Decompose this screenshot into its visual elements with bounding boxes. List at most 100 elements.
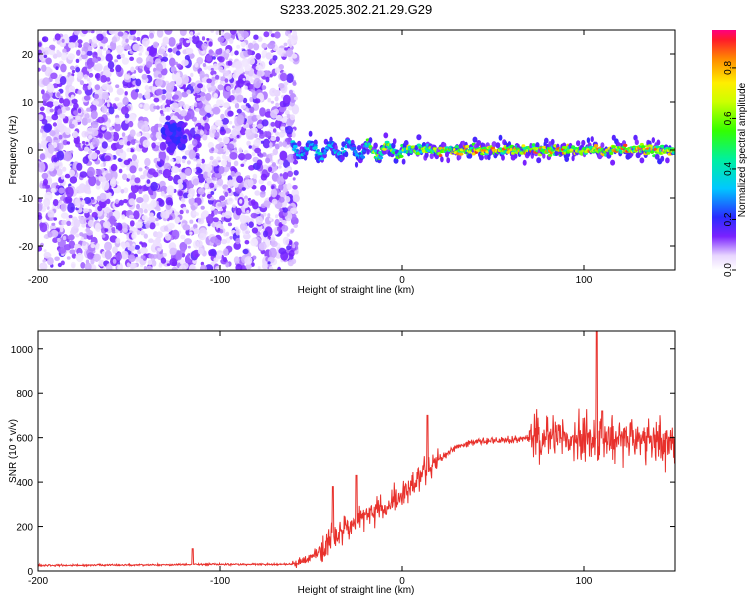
spectrogram-cell	[155, 131, 163, 140]
spectrogram-cell	[81, 117, 89, 126]
spectrogram-cell	[270, 188, 278, 198]
spectrogram-cell	[114, 198, 119, 205]
spectrogram-cell	[40, 128, 44, 133]
spectrogram-cell	[121, 46, 125, 51]
spectrogram-cell	[214, 131, 220, 139]
spectrogram-cell	[96, 33, 104, 41]
spectrogram-cell	[87, 85, 92, 90]
spectrogram-cell	[70, 35, 77, 44]
spectrogram-cell	[117, 224, 123, 231]
spectrogram-cell	[280, 123, 286, 128]
spectrogram-cell	[121, 132, 126, 138]
spectrogram-cell	[126, 177, 130, 182]
spectrogram-cell	[265, 131, 272, 139]
spectrogram-cell	[172, 94, 179, 100]
spectrogram-cell	[128, 214, 135, 219]
spectrogram-cell	[114, 97, 120, 102]
spectrogram-cell	[236, 44, 241, 49]
spectrogram-cell	[145, 50, 150, 56]
spectrogram-cell	[212, 177, 216, 181]
spectrogram-cell	[47, 231, 53, 238]
spectrogram-cell	[213, 257, 219, 263]
spectrogram-cell	[259, 191, 266, 198]
spectrogram-cell	[210, 191, 215, 195]
spectrogram-cell	[219, 201, 226, 208]
spectrogram-cell	[47, 144, 55, 154]
spectrogram-cell	[159, 180, 166, 188]
spectrogram-cell	[114, 59, 119, 63]
spectrogram-cell	[383, 132, 389, 139]
spectrogram-cell	[222, 136, 230, 145]
spectrogram-cell	[86, 189, 92, 195]
spectrogram-cell	[284, 47, 288, 51]
spectrogram-cell	[77, 71, 84, 80]
spectrogram-cell	[175, 250, 183, 260]
spectrogram-cell	[168, 53, 173, 58]
spectrogram-cell	[128, 120, 134, 128]
spectrogram-cell	[218, 252, 223, 257]
spectrogram-cell	[229, 236, 233, 240]
spectrogram-cell	[95, 63, 103, 72]
spectrogram-cell	[142, 194, 150, 203]
spectrogram-cell	[69, 65, 75, 70]
spectrogram-cell	[251, 127, 258, 134]
spectrogram-cell	[182, 224, 191, 231]
spectrogram-cell	[257, 36, 263, 42]
spectrogram-cell	[94, 222, 102, 232]
spectrogram-cell	[92, 51, 98, 59]
spectrogram-cell	[234, 196, 239, 201]
spectrogram-cell	[393, 157, 399, 164]
spectrogram-cell	[82, 156, 89, 165]
spectrogram-cell	[231, 89, 236, 94]
spectrogram-cell	[129, 129, 136, 137]
spectrogram-cell	[56, 123, 65, 131]
spectrogram-cell	[522, 159, 527, 166]
spectrogram-cell	[127, 113, 136, 123]
spectrogram-cell	[239, 199, 243, 204]
spectrogram-cell	[38, 42, 42, 47]
spectrogram-cell	[283, 53, 288, 57]
spectrogram-cell	[293, 170, 299, 176]
spectrogram-cell	[164, 106, 172, 113]
spectrogram-cell	[75, 233, 80, 238]
spectrogram-cell	[221, 117, 230, 125]
spectrogram-cell	[83, 197, 92, 204]
spectrogram-cell	[134, 244, 140, 250]
spectrogram-cell	[495, 142, 501, 149]
spectrogram-cell	[47, 152, 53, 159]
spectrogram-cell	[156, 207, 161, 212]
spectrogram-cell	[275, 114, 283, 121]
spectrogram-cell	[133, 210, 140, 220]
spectrogram-cell	[96, 168, 102, 176]
spectrogram-cell	[62, 139, 68, 146]
spectrogram-cell	[61, 253, 65, 256]
spectrogram-cell	[152, 190, 157, 196]
spectrogram-cell	[204, 163, 213, 173]
spectrogram-cell	[235, 264, 243, 270]
spectrogram-cell	[270, 121, 276, 127]
spectrogram-cell	[209, 182, 215, 189]
spectrogram-cell	[156, 231, 163, 239]
spectrogram-cell	[293, 223, 299, 228]
spectrogram-cell	[104, 228, 109, 233]
spectrogram-cell	[85, 141, 89, 145]
spectrogram-cell	[646, 151, 651, 155]
spectrogram-cell	[59, 113, 66, 119]
spectrogram-cell	[105, 198, 111, 205]
spectrogram-cell	[373, 142, 378, 149]
y-tick-label: 1000	[11, 345, 34, 356]
spectrogram-cell	[157, 247, 162, 252]
spectrogram-cell	[255, 65, 263, 71]
spectrogram-cell	[106, 102, 110, 108]
spectrogram-cell	[38, 197, 43, 203]
spectrogram-cell	[120, 53, 125, 59]
spectrogram-cell	[135, 88, 140, 93]
spectrogram-cell	[590, 136, 594, 143]
spectrogram-cell	[54, 256, 60, 262]
spectrogram-cell	[274, 67, 280, 74]
spectrogram-cell	[43, 198, 51, 208]
spectrogram-cell	[220, 113, 225, 120]
spectrogram-cell	[115, 237, 121, 244]
